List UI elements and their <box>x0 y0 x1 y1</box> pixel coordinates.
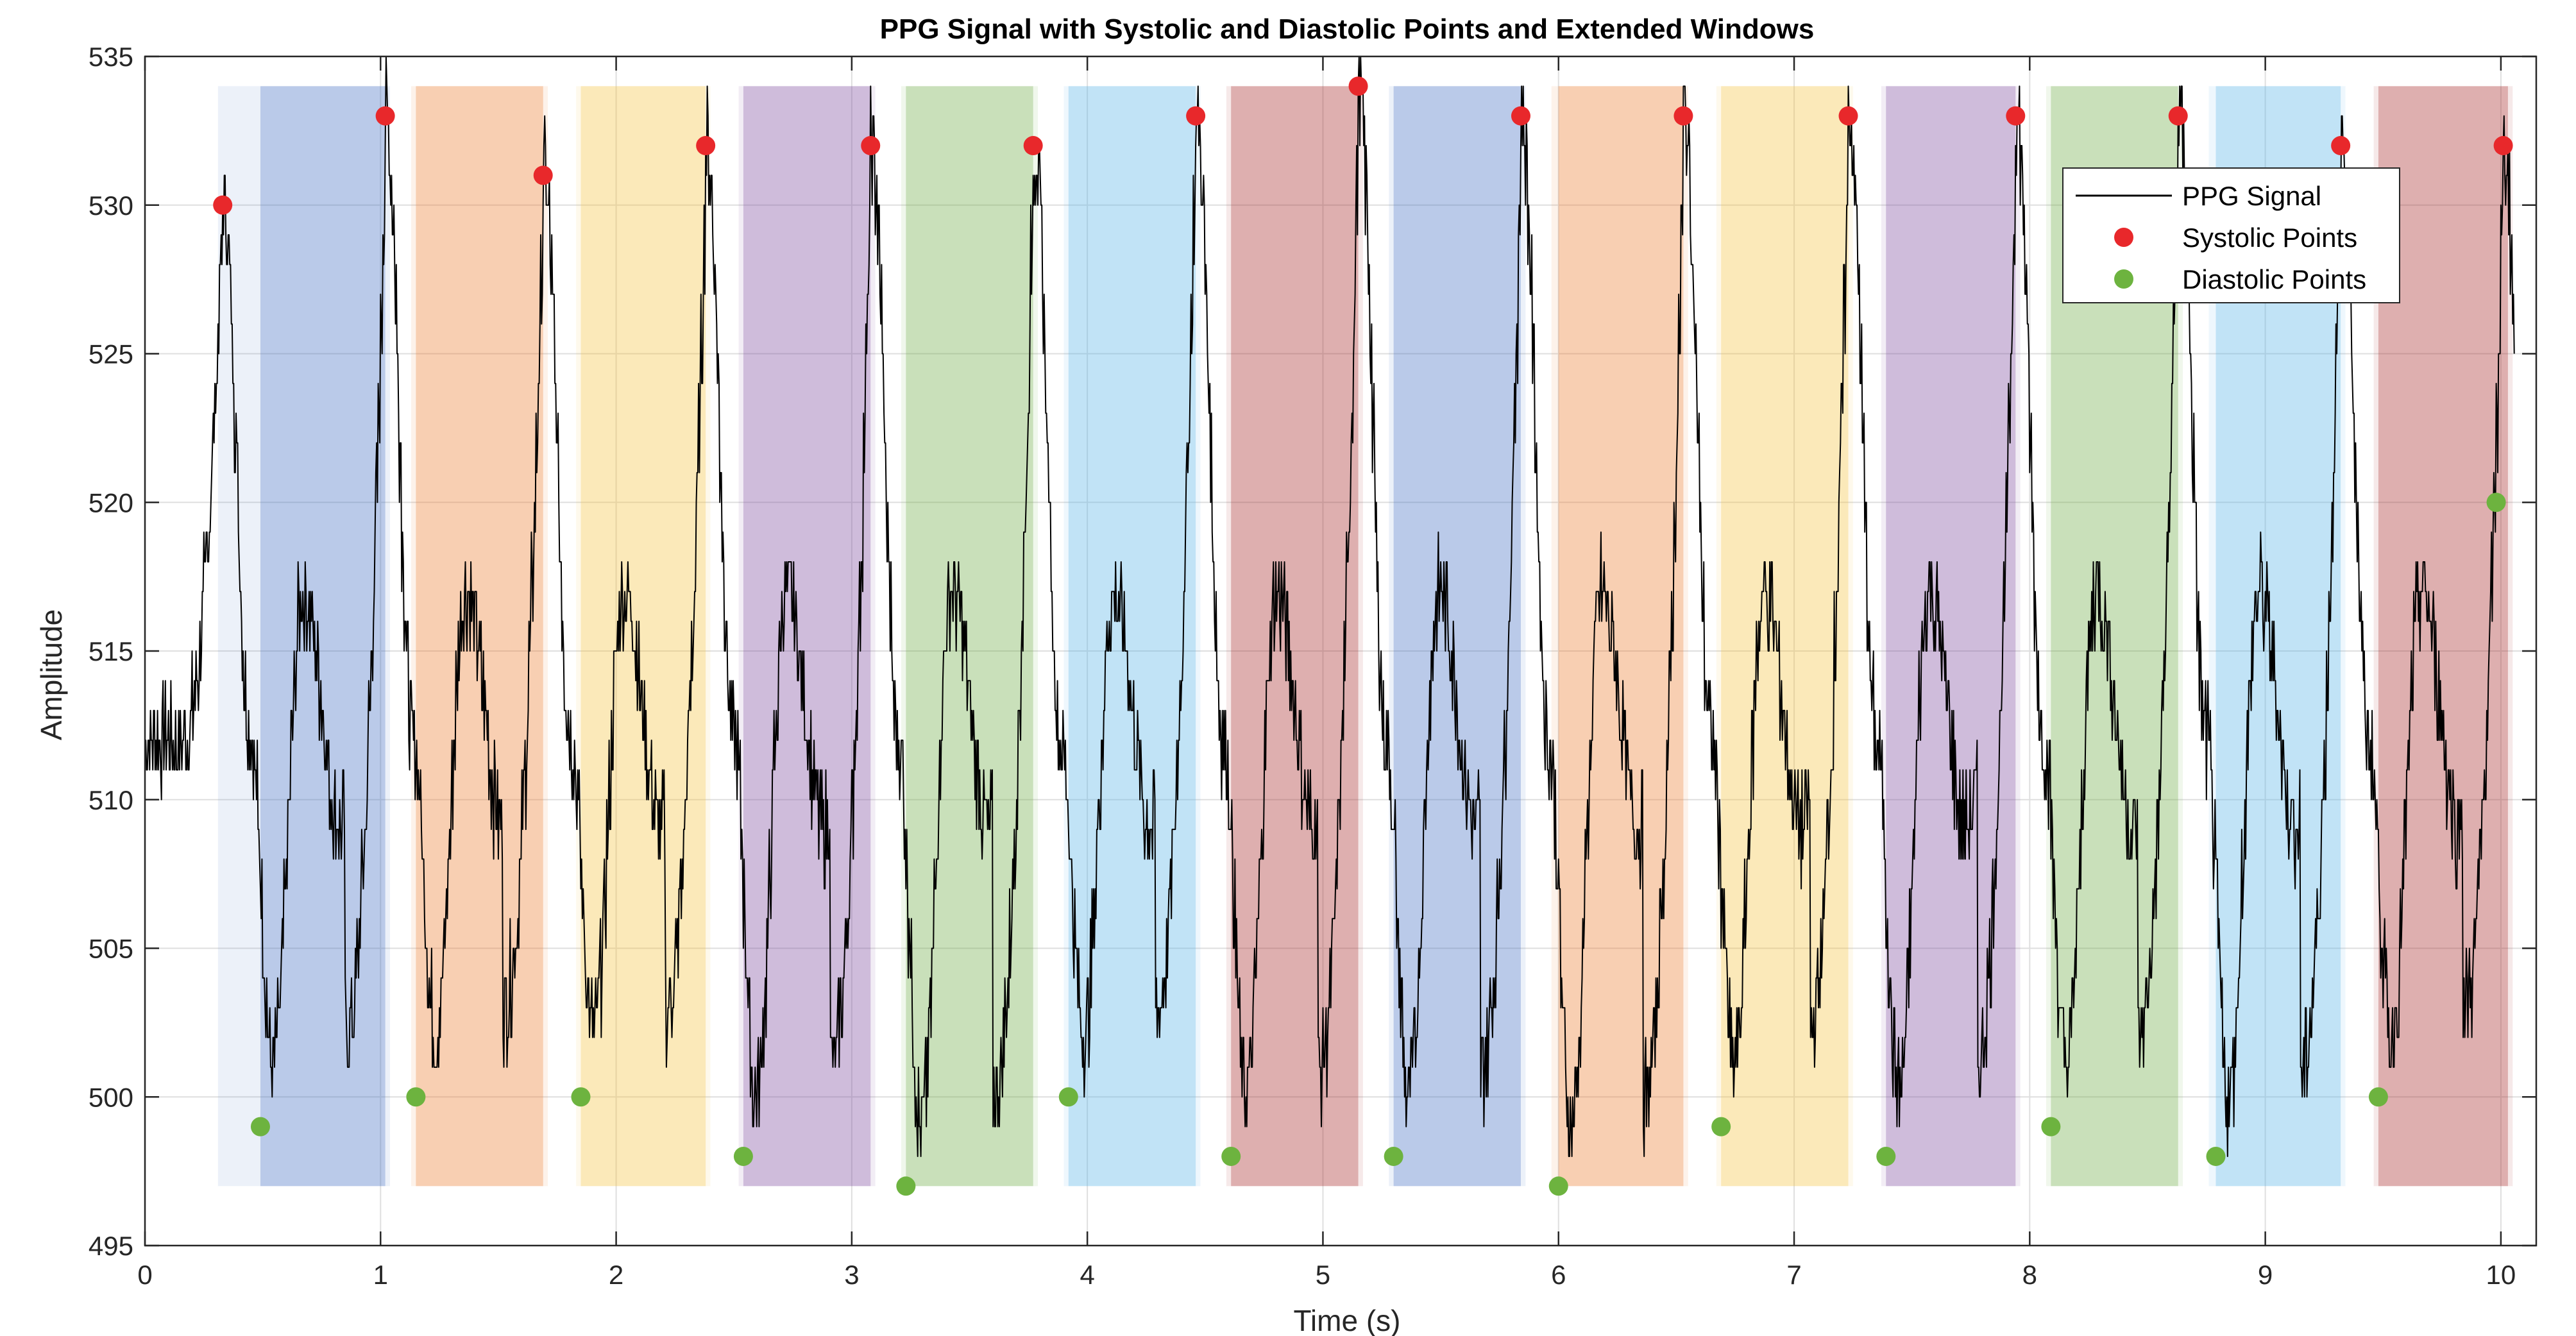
y-tick-label: 500 <box>89 1082 133 1112</box>
diastolic-point-9 <box>1548 1176 1568 1196</box>
legend-entry-systolic: Systolic Points <box>2182 223 2357 253</box>
y-axis-label: Amplitude <box>35 609 68 741</box>
y-tick-label: 495 <box>89 1231 133 1261</box>
legend-entry-diastolic: Diastolic Points <box>2182 264 2366 294</box>
diastolic-point-14 <box>2368 1087 2388 1107</box>
diastolic-point-4 <box>733 1146 753 1166</box>
window-6 <box>1068 86 1196 1187</box>
window-9 <box>1558 86 1684 1187</box>
systolic-point-4 <box>696 136 716 156</box>
window-3 <box>580 86 706 1187</box>
extended-window-5 <box>901 86 1038 1187</box>
systolic-point-2 <box>375 106 395 126</box>
diastolic-point-15 <box>2486 493 2506 512</box>
x-tick-label: 2 <box>609 1260 623 1290</box>
systolic-point-6 <box>1023 136 1043 156</box>
extended-window-4 <box>738 86 876 1187</box>
legend: PPG Signal Systolic Points Diastolic Poi… <box>2062 167 2400 303</box>
y-tick-label: 525 <box>89 339 133 369</box>
y-tick-labels: 495 500 505 510 515 520 525 530 535 <box>89 42 133 1261</box>
y-tick-label: 520 <box>89 487 133 518</box>
x-tick-label: 5 <box>1316 1260 1330 1290</box>
legend-diastolic-marker <box>2114 269 2133 289</box>
x-tick-label: 8 <box>2022 1260 2037 1290</box>
x-tick-label: 3 <box>844 1260 859 1290</box>
extended-window-10 <box>1716 86 1853 1187</box>
axes <box>144 55 2538 1247</box>
legend-systolic-marker <box>2114 228 2133 247</box>
diastolic-point-7 <box>1221 1146 1241 1166</box>
x-tick-label: 9 <box>2258 1260 2273 1290</box>
x-axis-label: Time (s) <box>1294 1304 1401 1336</box>
window-1 <box>260 86 386 1187</box>
x-tick-label: 0 <box>137 1260 152 1290</box>
x-tick-label: 6 <box>1551 1260 1566 1290</box>
systolic-point-14 <box>2331 136 2351 156</box>
diastolic-point-13 <box>2206 1146 2226 1166</box>
systolic-point-9 <box>1511 106 1530 126</box>
diastolic-point-11 <box>1876 1146 1896 1166</box>
systolic-point-12 <box>2006 106 2026 126</box>
x-tick-label: 10 <box>2486 1260 2516 1290</box>
systolic-point-1 <box>213 195 233 215</box>
diastolic-point-5 <box>896 1176 916 1196</box>
extended-window-3 <box>576 86 711 1187</box>
y-tick-label: 535 <box>89 42 133 72</box>
window-10 <box>1721 86 1849 1187</box>
y-tick-label: 505 <box>89 934 133 964</box>
extended-window-9 <box>1551 86 1688 1187</box>
marker-points <box>213 76 2513 1196</box>
window-8 <box>1393 86 1521 1187</box>
x-tick-labels: 0 1 2 3 4 5 6 7 8 9 10 <box>137 1260 2516 1290</box>
y-tick-label: 510 <box>89 785 133 815</box>
systolic-point-15 <box>2493 136 2513 156</box>
extended-window-11 <box>1881 86 2021 1187</box>
systolic-point-11 <box>1838 106 1858 126</box>
chart-title: PPG Signal with Systolic and Diastolic P… <box>880 13 1815 45</box>
systolic-point-3 <box>533 165 553 185</box>
window-5 <box>906 86 1033 1187</box>
diastolic-point-8 <box>1384 1146 1403 1166</box>
window-7 <box>1231 86 1359 1187</box>
systolic-point-5 <box>861 136 881 156</box>
diastolic-point-12 <box>2041 1117 2061 1137</box>
window-11 <box>1886 86 2016 1187</box>
systolic-point-8 <box>1348 76 1368 96</box>
systolic-point-10 <box>1674 106 1693 126</box>
diastolic-point-3 <box>571 1087 591 1107</box>
extended-window-8 <box>1389 86 1526 1187</box>
ppg-signal-line <box>145 56 2515 1157</box>
ppg-signal <box>145 56 2515 1157</box>
diastolic-point-2 <box>406 1087 426 1107</box>
systolic-point-7 <box>1186 106 1206 126</box>
diastolic-point-6 <box>1058 1087 1078 1107</box>
systolic-point-13 <box>2168 106 2188 126</box>
diastolic-point-10 <box>1711 1117 1731 1137</box>
y-tick-label: 515 <box>89 636 133 666</box>
legend-entry-signal: PPG Signal <box>2182 181 2321 211</box>
extended-window-7 <box>1226 86 1363 1187</box>
x-tick-label: 1 <box>373 1260 388 1290</box>
y-tick-label: 530 <box>89 190 133 221</box>
x-tick-label: 4 <box>1080 1260 1094 1290</box>
diastolic-point-1 <box>250 1117 270 1137</box>
x-tick-label: 7 <box>1786 1260 1801 1290</box>
